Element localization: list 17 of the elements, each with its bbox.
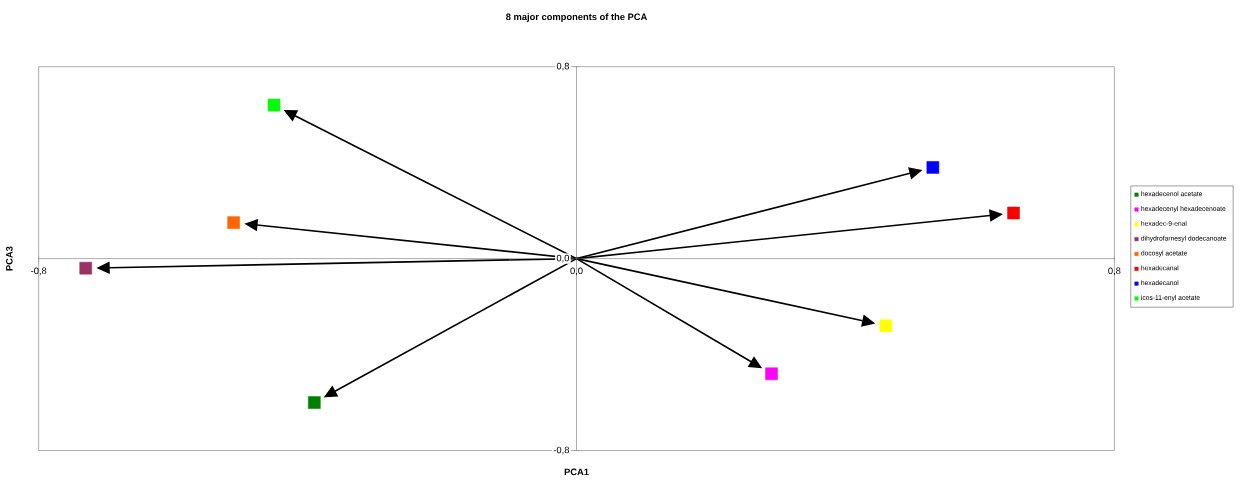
y-axis-title: PCA3 — [6, 246, 13, 271]
x-tick-label: 0,0 — [570, 267, 583, 276]
y-tick-label: -0,8 — [553, 446, 570, 455]
x-tick-label: 0,8 — [1108, 267, 1121, 276]
point — [765, 367, 778, 381]
chart-title: 8 major components of the PCA — [506, 13, 648, 23]
x-tick-label: -0,8 — [31, 267, 47, 276]
point — [267, 98, 281, 112]
point — [926, 161, 940, 174]
point — [227, 216, 240, 230]
point — [308, 396, 321, 410]
point — [879, 319, 893, 333]
y-tick-label: 0,8 — [556, 63, 570, 71]
point — [1007, 206, 1020, 220]
point — [79, 262, 92, 275]
y-tick-label: 0,0 — [556, 254, 570, 263]
x-axis-title: PCA1 — [564, 468, 589, 476]
